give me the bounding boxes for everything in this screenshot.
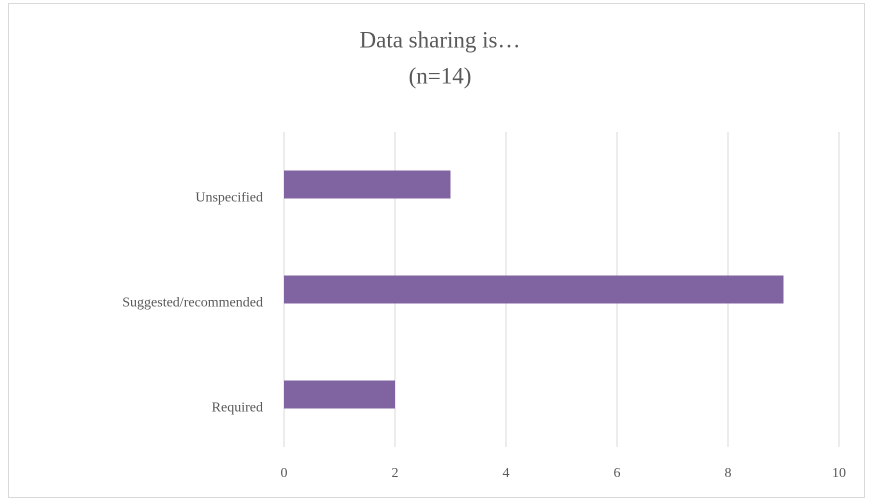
x-tick-label: 4 xyxy=(503,466,510,481)
y-tick-label: Unspecified xyxy=(195,191,263,206)
bar xyxy=(284,170,451,199)
bar xyxy=(284,380,395,409)
chart-title: Data sharing is… xyxy=(360,27,521,52)
x-tick-label: 6 xyxy=(614,466,621,481)
x-tick-label: 0 xyxy=(281,466,288,481)
bar xyxy=(284,275,784,304)
y-tick-label: Suggested/recommended xyxy=(122,296,263,311)
y-tick-label: Required xyxy=(212,401,263,416)
x-tick-label: 10 xyxy=(832,466,846,481)
x-tick-label: 2 xyxy=(392,466,399,481)
x-tick-label: 8 xyxy=(725,466,732,481)
chart-subtitle: (n=14) xyxy=(409,63,472,88)
chart-border xyxy=(8,3,865,498)
